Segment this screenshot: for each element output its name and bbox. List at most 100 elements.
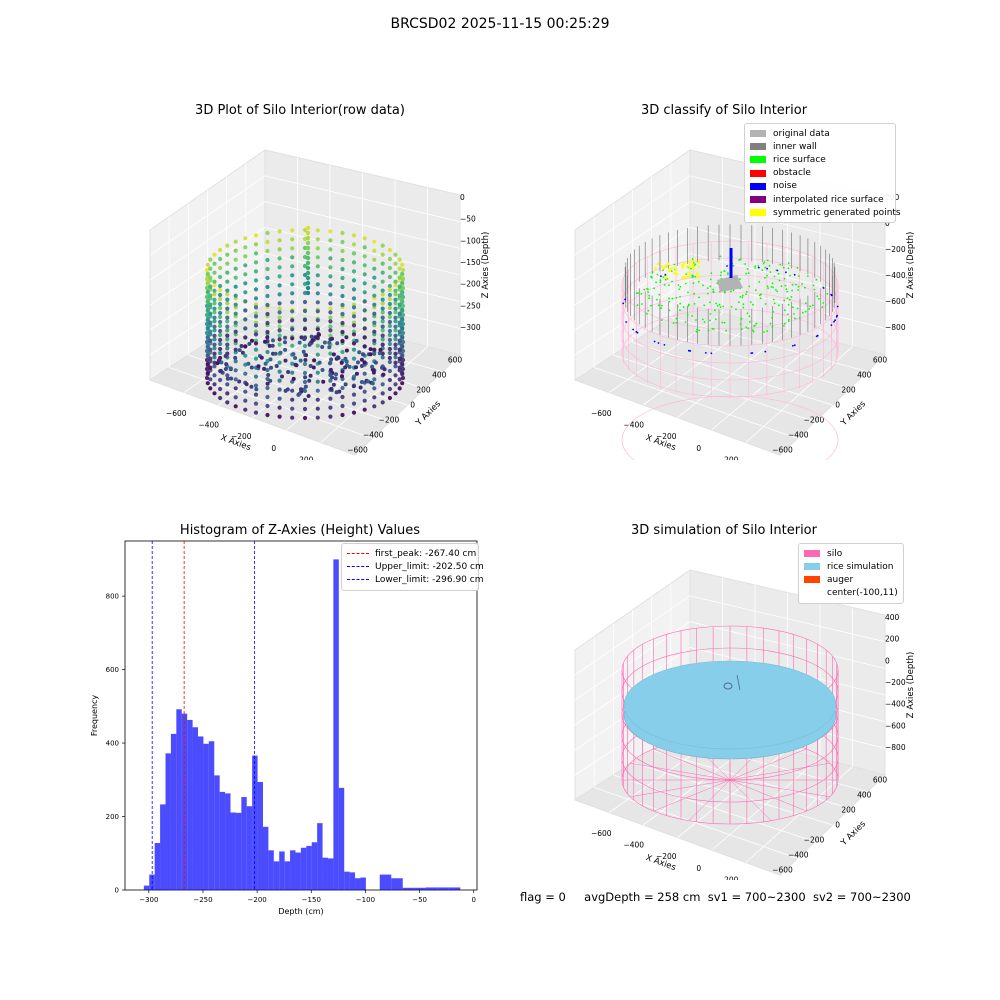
- legend-label: inner wall: [773, 141, 817, 152]
- rice-surface-point: [804, 310, 807, 313]
- rice-surface-point: [716, 305, 719, 307]
- rice-surface-point: [687, 291, 689, 294]
- data-point: [290, 415, 295, 420]
- histogram-bar: [225, 793, 231, 890]
- legend-swatch: [750, 143, 766, 151]
- data-point: [372, 395, 377, 400]
- tick-label: 200: [724, 876, 739, 881]
- data-point: [290, 309, 295, 314]
- data-point: [303, 375, 308, 380]
- rice-surface-point: [811, 304, 814, 307]
- rice-surface-point: [732, 264, 735, 267]
- data-point: [243, 344, 248, 349]
- rice-surface-point: [662, 269, 664, 272]
- rice-surface-point: [785, 288, 788, 291]
- rice-surface-point: [655, 281, 657, 284]
- noise-point: [751, 352, 754, 354]
- data-point: [274, 364, 279, 368]
- data-point: [253, 260, 259, 265]
- data-point: [362, 360, 367, 365]
- data-point: [233, 386, 238, 391]
- legend-label: Upper_limit: -202.50 cm: [375, 561, 484, 572]
- data-point: [265, 284, 270, 290]
- data-point: [233, 359, 238, 364]
- data-point: [387, 368, 392, 374]
- histogram-bar: [338, 787, 345, 890]
- data-point: [328, 247, 333, 252]
- z-axis-label: Z Axies (Depth): [906, 652, 915, 719]
- histogram-bar: [402, 887, 415, 890]
- rice-surface-point: [707, 292, 709, 295]
- data-point: [225, 337, 230, 342]
- tick-label: 200: [299, 456, 314, 461]
- symmetric-point: [681, 264, 684, 267]
- data-point: [233, 368, 238, 373]
- legend-swatch: [750, 182, 766, 190]
- data-point: [212, 279, 217, 284]
- data-point: [400, 312, 406, 318]
- rice-surface-point: [647, 288, 649, 291]
- rice-surface-point: [762, 262, 765, 265]
- data-point: [362, 335, 367, 340]
- data-point: [256, 364, 261, 369]
- rice-surface-point: [709, 301, 711, 304]
- rice-surface-point: [778, 279, 781, 282]
- data-point: [205, 334, 210, 339]
- tick-label: 0: [835, 401, 840, 410]
- tick-label: 0: [115, 887, 119, 895]
- data-point: [205, 262, 210, 267]
- rice-surface-point: [754, 267, 757, 269]
- rice-surface-point: [709, 285, 712, 288]
- data-point: [218, 283, 223, 289]
- data-point: [315, 379, 320, 384]
- data-point: [380, 319, 385, 324]
- data-point: [315, 255, 320, 260]
- rice-surface-point: [698, 329, 701, 332]
- data-point: [265, 248, 270, 254]
- rice-surface-point: [804, 286, 806, 289]
- rice-surface-point: [698, 296, 700, 299]
- histogram-bar: [257, 781, 263, 890]
- histogram-bar: [425, 887, 438, 890]
- legend-label: rice simulation: [827, 561, 894, 572]
- data-point: [253, 233, 259, 238]
- data-point: [253, 410, 259, 415]
- symmetric-point: [682, 261, 686, 265]
- data-point: [253, 305, 259, 310]
- data-point: [225, 328, 230, 333]
- data-point: [305, 245, 311, 251]
- data-point: [265, 412, 270, 418]
- data-point: [372, 239, 377, 244]
- data-point: [393, 360, 398, 365]
- data-point: [329, 357, 334, 362]
- rice-surface-point: [757, 265, 760, 267]
- data-point: [268, 378, 273, 383]
- data-point: [328, 310, 333, 315]
- histogram-bar: [355, 878, 361, 890]
- data-point: [400, 294, 406, 300]
- legend-item: noise: [750, 180, 890, 193]
- rice-surface-point: [783, 277, 786, 280]
- data-point: [305, 270, 311, 276]
- data-point: [372, 320, 377, 325]
- z-axis-label: Z Axies (Depth): [481, 232, 490, 299]
- rice-surface-point: [668, 309, 671, 312]
- data-point: [286, 370, 291, 374]
- data-point: [387, 310, 392, 316]
- symmetric-point: [675, 272, 679, 275]
- rice-surface-point: [735, 308, 737, 311]
- data-point: [310, 338, 315, 343]
- silo-wireframe: [653, 748, 731, 781]
- data-point: [393, 391, 398, 396]
- data-point: [387, 256, 392, 262]
- data-point: [400, 348, 406, 354]
- noise-point: [704, 352, 707, 354]
- data-point: [393, 292, 398, 297]
- legend-swatch: [804, 590, 820, 597]
- legend-item: Upper_limit: -202.50 cm: [347, 560, 484, 573]
- data-point: [387, 247, 392, 253]
- data-point: [340, 284, 345, 290]
- data-point: [340, 349, 345, 355]
- rice-surface-point: [798, 316, 801, 319]
- rice-surface-point: [791, 306, 794, 309]
